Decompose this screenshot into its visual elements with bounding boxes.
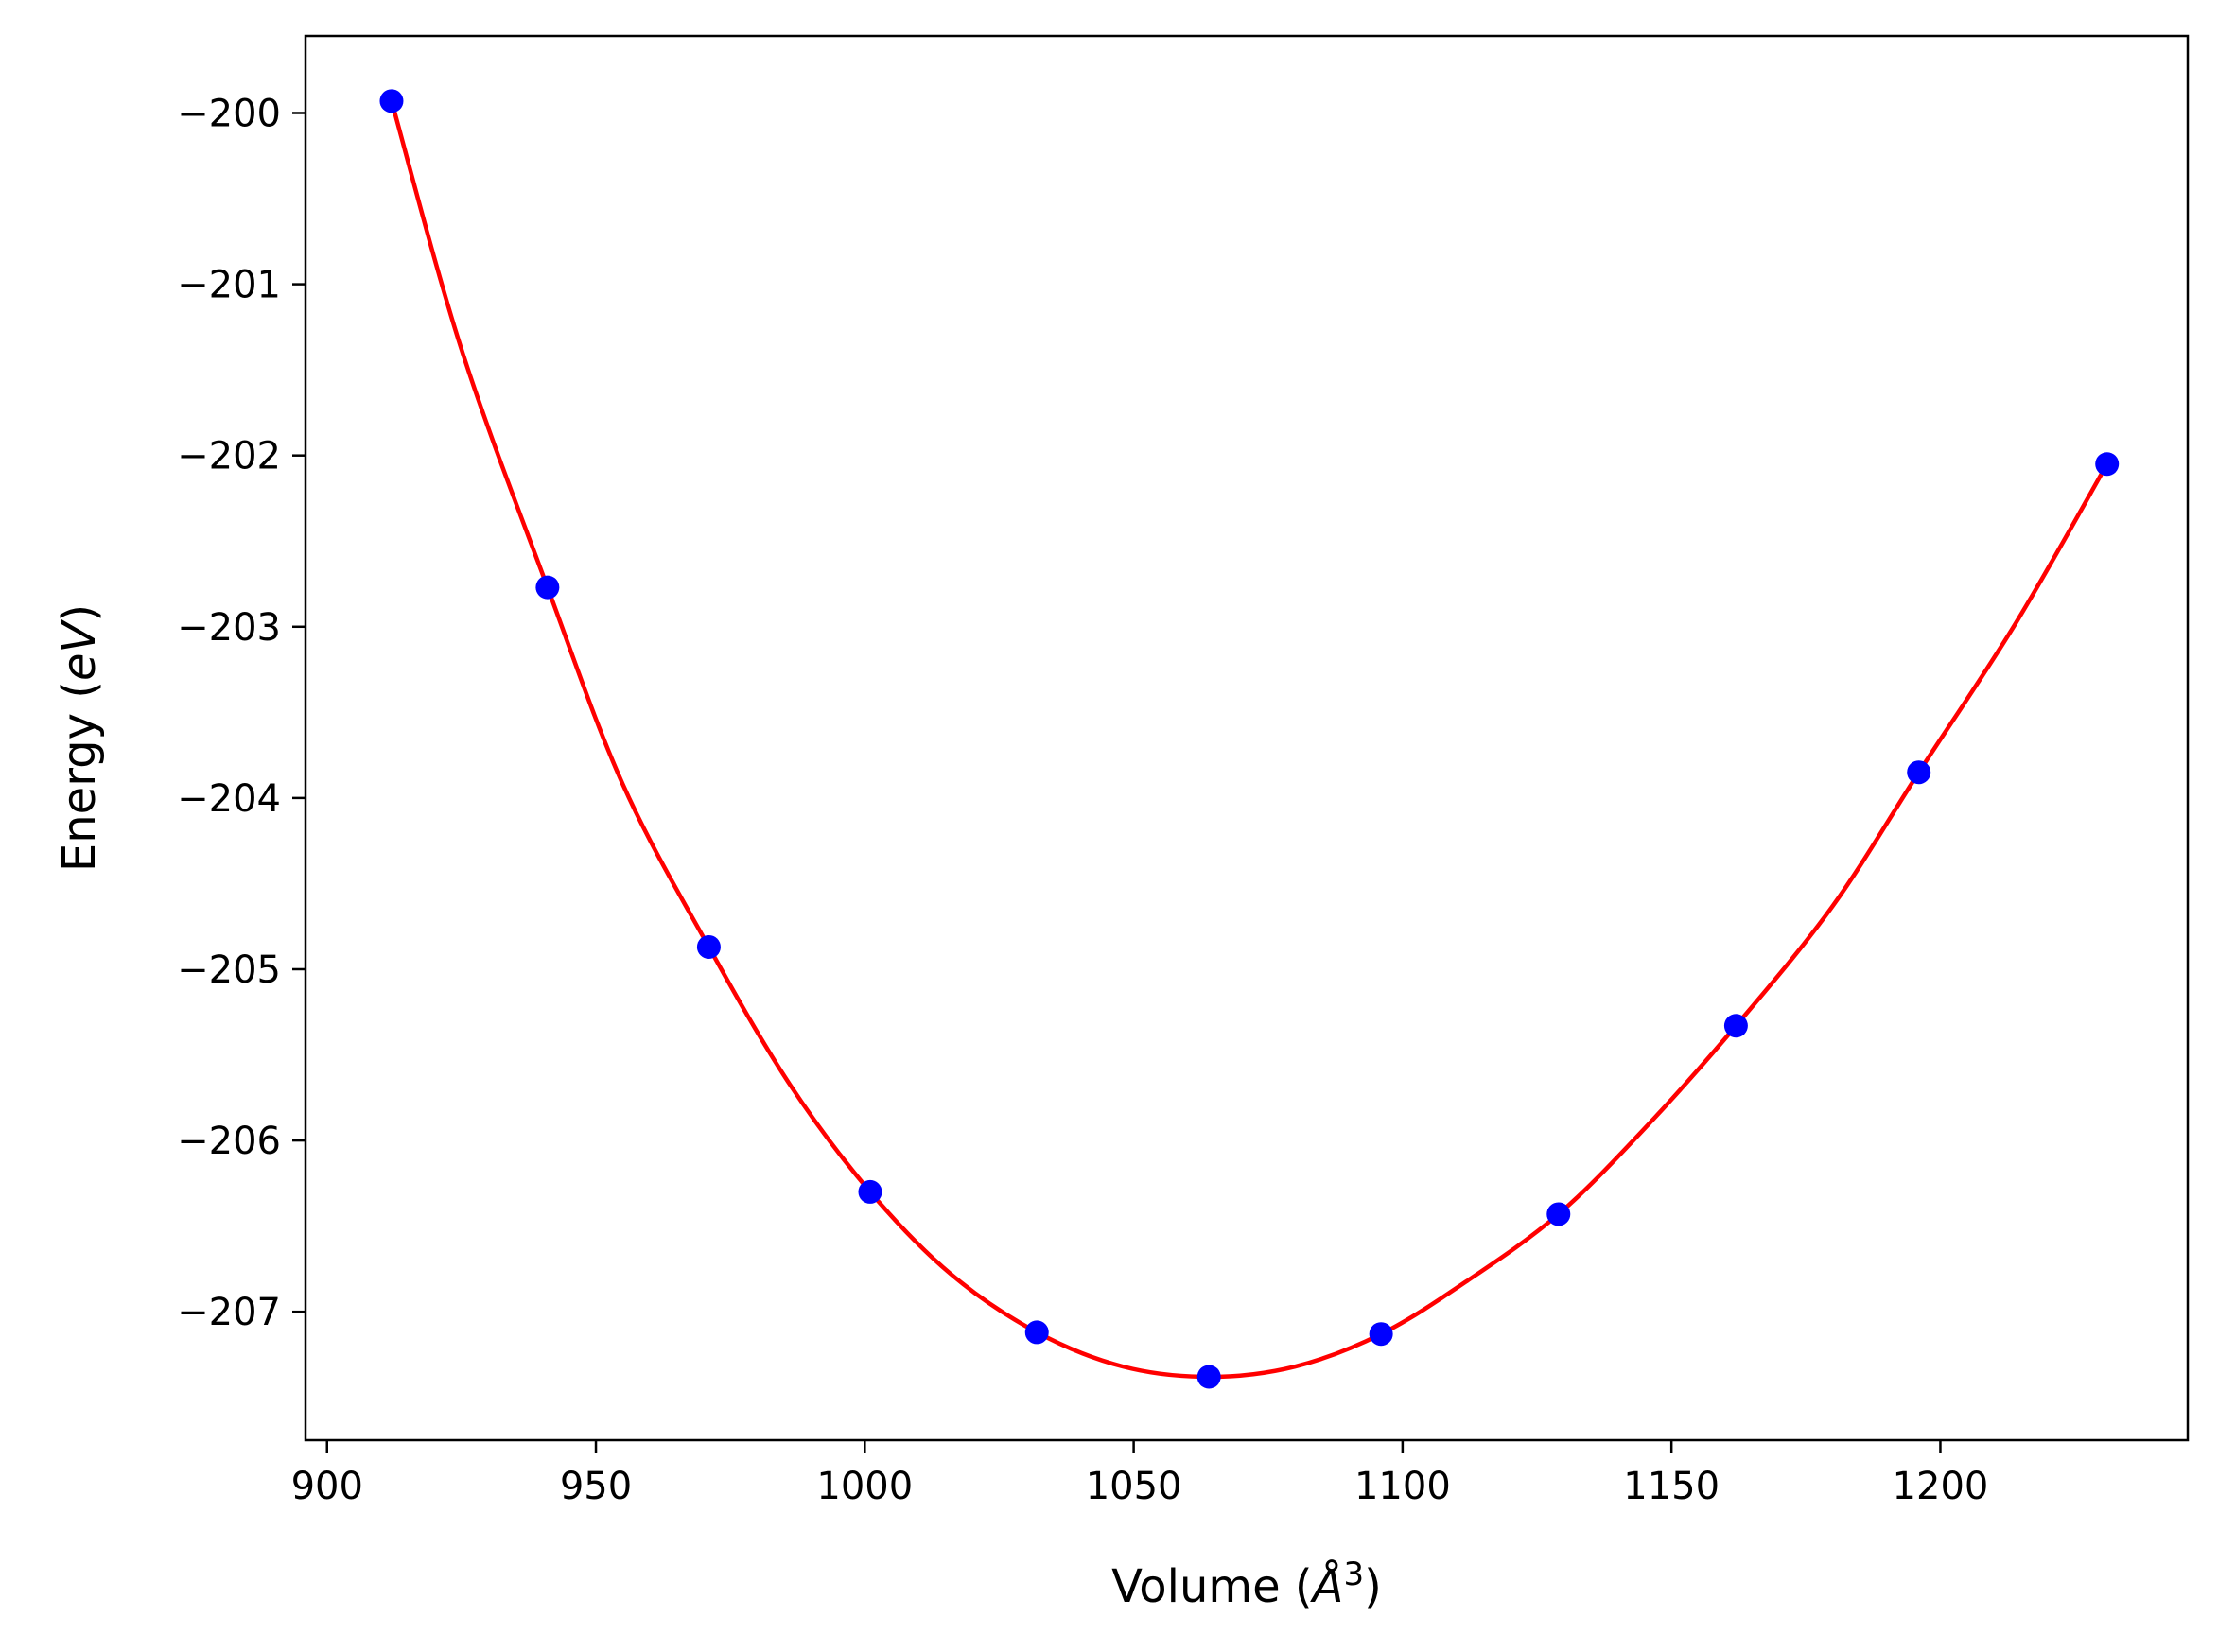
x-tick-label: 1200 [1893,1465,1989,1508]
data-point [535,575,560,600]
plot-layer [379,89,2120,1389]
data-point [1024,1320,1049,1345]
data-point [696,934,721,959]
x-axis-label: Volume (Å3) [1111,1556,1382,1613]
y-tick-label: −206 [177,1120,281,1163]
y-tick-label: −207 [177,1291,281,1334]
data-point [858,1179,882,1204]
data-point [1369,1322,1393,1347]
x-tick-label: 1000 [816,1465,913,1508]
y-tick-label: −204 [177,777,281,821]
data-point [1723,1014,1748,1038]
x-tick-label: 900 [291,1465,363,1508]
x-tick-label: 1050 [1086,1465,1182,1508]
data-point [379,89,404,113]
x-axis: 900 950 1000 1050 1100 1150 1200 [291,1440,1989,1508]
data-point [1546,1202,1571,1226]
x-axis-label-exponent: 3 [1343,1556,1364,1593]
x-axis-label-close: ) [1364,1560,1382,1613]
y-tick-label: −203 [177,606,281,650]
plot-frame [304,34,2190,1442]
data-point [2095,452,2120,477]
data-point [1196,1365,1221,1389]
y-tick-label: −202 [177,435,281,478]
y-tick-label: −205 [177,948,281,992]
fit-curve-line [389,100,2109,1380]
y-axis-label-text: Energy ( [53,681,106,872]
x-tick-label: 1150 [1623,1465,1720,1508]
x-tick-label: 950 [560,1465,632,1508]
x-axis-label-unit: Å [1310,1559,1344,1613]
y-tick-label: −200 [177,92,281,135]
y-axis-label-close: ) [53,604,106,622]
y-tick-label: −201 [177,264,281,307]
x-axis-label-text: Volume ( [1111,1560,1313,1613]
x-tick-label: 1100 [1354,1465,1451,1508]
y-axis-label: Energy (eV) [53,604,106,872]
data-point [1907,760,1931,785]
y-axis: −200 −201 −202 −203 −204 −205 −206 −207 [177,92,306,1334]
y-axis-label-unit: eV [53,619,106,682]
